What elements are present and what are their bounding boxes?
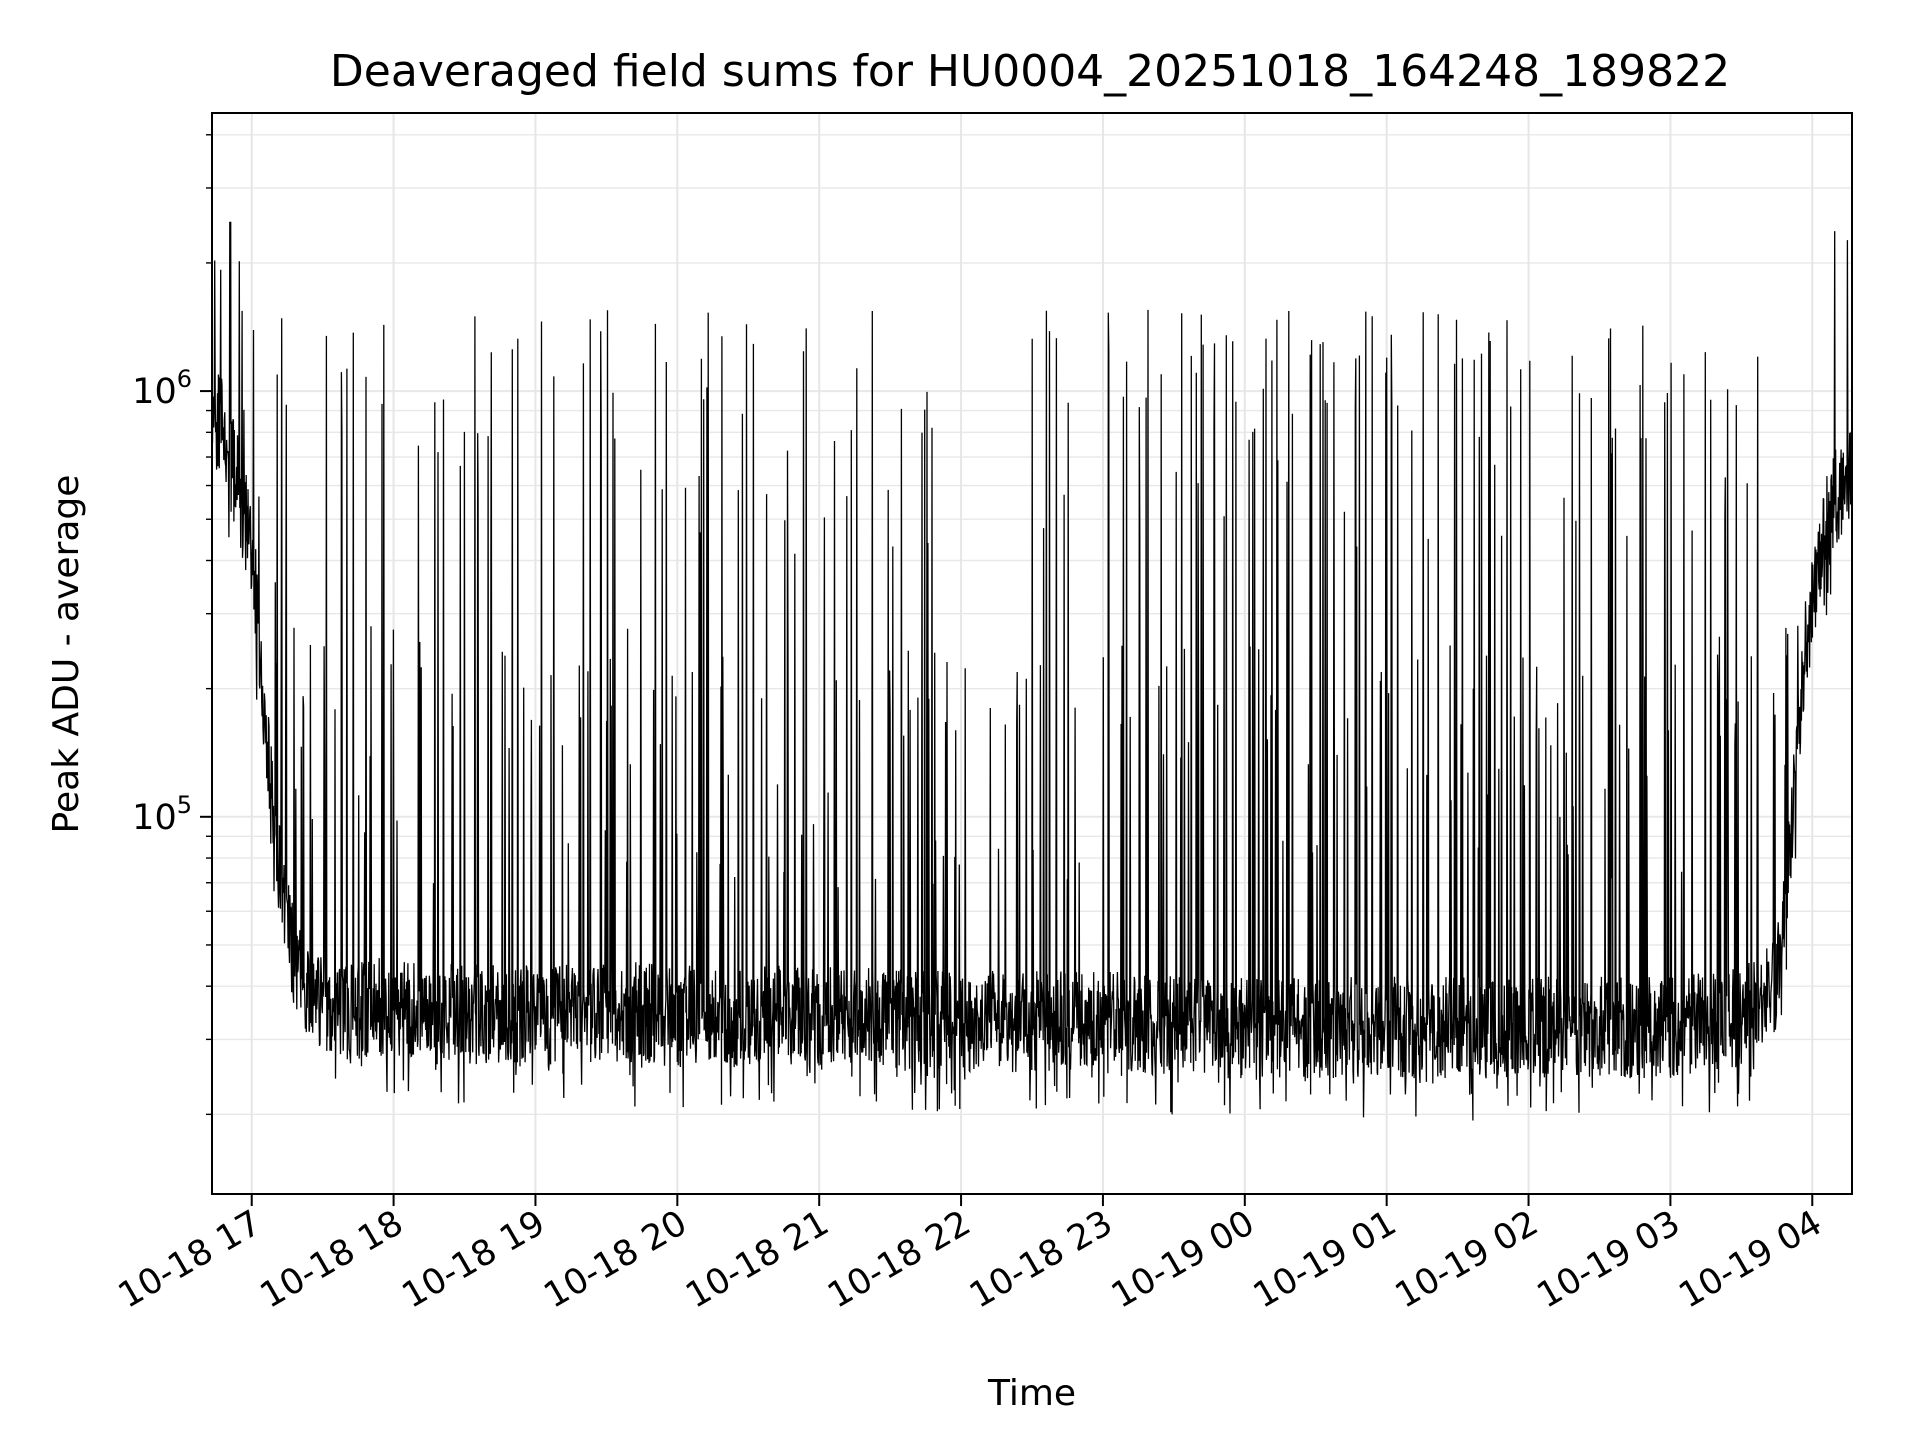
series-layer xyxy=(211,221,1853,1121)
y-tick-label: 105 xyxy=(132,791,192,838)
y-tick-label: 106 xyxy=(132,365,192,412)
y-axis: 105 106 xyxy=(132,134,212,1116)
series-line xyxy=(211,221,1853,1121)
plot-frame xyxy=(211,112,1853,1195)
chart-title: Deaveraged field sums for HU0004_2025101… xyxy=(330,46,1730,97)
y-axis-label: Peak ADU - average xyxy=(46,475,87,834)
x-axis-label: Time xyxy=(987,1373,1076,1414)
